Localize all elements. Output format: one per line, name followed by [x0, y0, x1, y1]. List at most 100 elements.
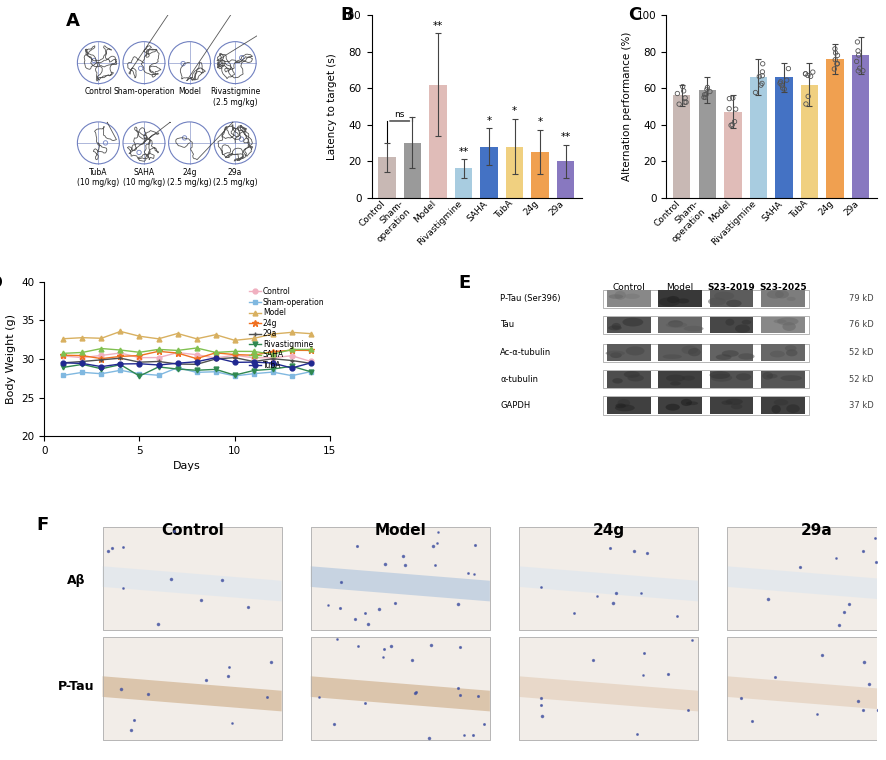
- Ellipse shape: [618, 399, 630, 407]
- Point: [430, 537, 444, 549]
- Ellipse shape: [711, 374, 732, 382]
- Control: [286, 351, 297, 360]
- Bar: [430, 84, 447, 198]
- Point: [351, 640, 365, 652]
- 24g: [268, 347, 278, 356]
- Bar: [607, 316, 650, 334]
- Text: 24g: 24g: [593, 523, 625, 537]
- Text: P-Tau: P-Tau: [58, 680, 94, 693]
- Point: [869, 556, 883, 568]
- 29a: [210, 354, 221, 363]
- Bar: [519, 637, 698, 740]
- Sham-operation: [115, 366, 126, 375]
- Ellipse shape: [786, 404, 800, 413]
- Point: [697, 89, 711, 101]
- 24g: [306, 346, 316, 355]
- Legend: Control, Sham-operation, Model, 24g, 29a, Rivastigmine, SAHA, TubA: Control, Sham-operation, Model, 24g, 29a…: [247, 286, 326, 372]
- Bar: [607, 290, 650, 307]
- Point: [225, 717, 239, 729]
- 29a: [134, 358, 144, 367]
- Point: [424, 639, 438, 651]
- TubA: [286, 363, 297, 372]
- SAHA: [229, 347, 240, 356]
- Point: [830, 58, 844, 70]
- Bar: [727, 527, 886, 630]
- Point: [678, 92, 692, 104]
- Bar: [311, 637, 490, 740]
- Bar: [801, 84, 818, 198]
- Point: [114, 682, 128, 695]
- Ellipse shape: [666, 322, 688, 328]
- Ellipse shape: [726, 398, 742, 405]
- Model: [58, 334, 68, 344]
- Point: [773, 78, 787, 90]
- Point: [851, 695, 865, 708]
- Point: [672, 98, 687, 110]
- Bar: [603, 396, 809, 414]
- SAHA: [306, 345, 316, 354]
- Point: [755, 78, 769, 90]
- Polygon shape: [103, 566, 282, 601]
- Sham-operation: [172, 363, 183, 372]
- Point: [260, 692, 274, 704]
- Control: [306, 357, 316, 366]
- Point: [221, 670, 235, 682]
- 24g: [134, 351, 144, 360]
- Point: [470, 690, 485, 702]
- Ellipse shape: [766, 290, 784, 299]
- Bar: [603, 315, 809, 334]
- Point: [264, 656, 278, 668]
- Text: 29a
(2.5 mg/kg): 29a (2.5 mg/kg): [213, 167, 258, 187]
- Ellipse shape: [735, 325, 750, 333]
- Sham-operation: [229, 372, 240, 381]
- Point: [312, 691, 326, 703]
- Sham-operation: [134, 369, 144, 378]
- Text: **: **: [561, 132, 571, 142]
- Polygon shape: [519, 566, 698, 601]
- SAHA: [153, 345, 164, 354]
- Ellipse shape: [677, 299, 689, 303]
- TubA: [306, 358, 316, 367]
- Point: [677, 85, 691, 97]
- Point: [534, 581, 548, 594]
- Bar: [607, 344, 650, 361]
- TubA: [229, 358, 240, 367]
- Point: [781, 62, 796, 74]
- Point: [775, 79, 789, 91]
- Point: [396, 550, 410, 562]
- 29a: [77, 357, 88, 366]
- Text: 37 kD: 37 kD: [849, 401, 874, 410]
- Point: [858, 656, 872, 668]
- Ellipse shape: [773, 399, 789, 406]
- Point: [828, 54, 843, 66]
- Control: [96, 351, 106, 360]
- Model: [248, 334, 259, 343]
- Line: Sham-operation: Sham-operation: [61, 366, 314, 378]
- 24g: [191, 354, 202, 363]
- Bar: [603, 290, 809, 308]
- Point: [116, 581, 130, 594]
- Point: [590, 590, 604, 602]
- Point: [842, 598, 856, 610]
- Ellipse shape: [684, 326, 703, 331]
- Ellipse shape: [615, 404, 634, 411]
- Point: [754, 79, 768, 91]
- SAHA: [191, 344, 202, 353]
- Text: *: *: [486, 116, 492, 125]
- Sham-operation: [248, 369, 259, 378]
- Point: [828, 47, 843, 59]
- Text: Aβ: Aβ: [66, 575, 85, 587]
- 29a: [248, 357, 259, 366]
- Text: S23-2019: S23-2019: [708, 283, 756, 293]
- 29a: [172, 359, 183, 369]
- SAHA: [268, 350, 278, 359]
- Point: [799, 98, 813, 110]
- Sham-operation: [210, 367, 221, 376]
- Control: [134, 353, 144, 363]
- Bar: [827, 59, 843, 198]
- Text: *: *: [538, 117, 543, 128]
- Point: [856, 704, 870, 716]
- Point: [462, 567, 476, 579]
- Line: TubA: TubA: [61, 355, 314, 370]
- Point: [466, 729, 480, 741]
